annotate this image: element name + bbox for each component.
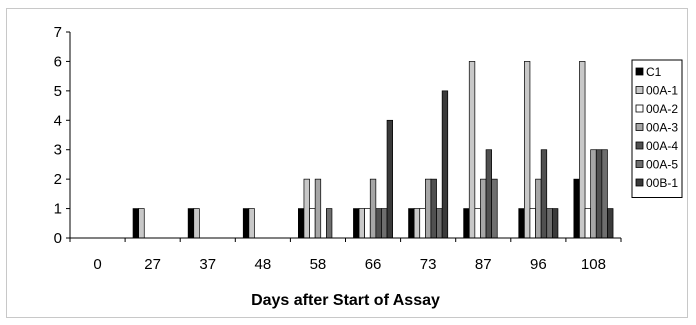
bar-00a-2-58 <box>309 208 316 239</box>
y-tick-label: 0 <box>54 230 62 247</box>
bar-00a-5-58 <box>326 208 333 239</box>
y-tick-label: 7 <box>54 24 62 41</box>
bar-00b-1-73 <box>441 90 449 239</box>
y-tick-label: 1 <box>54 201 62 218</box>
bar-c1-96 <box>518 208 525 239</box>
bar-c1-108 <box>573 178 580 239</box>
legend-label-00a-1: 00A-1 <box>646 84 678 98</box>
legend-swatch-00a-2 <box>635 104 644 113</box>
bar-c1-37 <box>187 208 195 239</box>
bar-00b-1-108 <box>607 208 614 239</box>
bar-00a-1-73 <box>413 208 421 239</box>
bar-c1-48 <box>242 208 250 239</box>
bar-00a-4-66 <box>375 208 382 239</box>
x-tick-label: 96 <box>530 256 547 273</box>
y-tick-label: 2 <box>54 171 62 188</box>
bar-00a-2-108 <box>584 208 591 239</box>
bar-00a-4-73 <box>430 178 437 239</box>
y-tick-label: 6 <box>54 53 62 70</box>
x-tick-label: 58 <box>310 256 327 273</box>
chart-frame <box>6 8 688 318</box>
legend-swatch-00a-4 <box>635 141 644 150</box>
x-tick-label: 37 <box>199 256 216 273</box>
bar-00a-5-73 <box>436 208 443 239</box>
bar-00a-2-73 <box>419 208 426 239</box>
bar-00a-1-48 <box>248 208 255 239</box>
bar-00a-3-66 <box>369 178 377 239</box>
y-tick-label: 4 <box>54 112 62 129</box>
x-axis-ticks: 0 27 37 48 58 66 73 87 96 108 <box>69 238 622 273</box>
x-tick-label: 0 <box>93 256 101 273</box>
legend-swatch-00a-5 <box>635 160 644 168</box>
bar-00a-1-58 <box>303 178 310 239</box>
bar-c1-87 <box>463 208 470 239</box>
y-axis-ticks: 0 1 2 3 4 5 6 7 <box>54 24 70 247</box>
legend: C1 00A-1 00A-2 00A-3 00A-4 00A-5 00B-1 <box>631 59 683 198</box>
bar-00b-1-96 <box>551 208 559 239</box>
bar-c1-73 <box>408 208 415 239</box>
x-tick-label: 73 <box>420 256 437 273</box>
bar-00a-2-87 <box>474 208 481 239</box>
bar-00a-1-66 <box>358 208 365 239</box>
x-tick-label: 27 <box>144 256 161 273</box>
legend-swatch-c1 <box>635 67 644 76</box>
y-tick-label: 5 <box>54 83 62 100</box>
bar-00a-2-66 <box>364 208 371 239</box>
bars-group <box>132 61 614 239</box>
bar-00a-5-66 <box>381 208 388 239</box>
bar-00a-2-96 <box>529 208 536 239</box>
legend-swatch-00a-1 <box>635 86 644 94</box>
legend-label-00a-3: 00A-3 <box>646 121 678 135</box>
legend-label-00b-1: 00B-1 <box>646 176 678 190</box>
bar-00a-5-108 <box>601 149 608 239</box>
bar-00a-1-87 <box>468 61 476 239</box>
bar-00a-3-73 <box>425 178 432 239</box>
bar-c1-66 <box>353 208 360 239</box>
bar-00a-3-108 <box>590 149 597 239</box>
bar-00a-1-37 <box>193 208 200 239</box>
bar-00a-1-96 <box>523 61 531 239</box>
bar-00a-1-108 <box>579 61 586 239</box>
bar-00b-1-66 <box>386 119 393 239</box>
bar-00a-4-96 <box>540 149 548 239</box>
bar-00a-3-58 <box>314 178 322 239</box>
bar-00a-3-96 <box>535 178 542 239</box>
y-tick-label: 3 <box>54 142 62 159</box>
legend-label-00a-4: 00A-4 <box>646 139 678 153</box>
legend-swatch-00b-1 <box>635 178 644 187</box>
legend-label-00a-2: 00A-2 <box>646 102 678 116</box>
legend-swatch-00a-3 <box>635 123 644 131</box>
bar-c1-58 <box>298 208 305 239</box>
bar-00a-5-87 <box>491 178 498 239</box>
bar-c1-27 <box>132 208 140 239</box>
bar-00a-1-27 <box>138 208 145 239</box>
x-tick-label: 66 <box>365 256 382 273</box>
bar-00a-4-87 <box>485 149 492 239</box>
legend-label-c1: C1 <box>646 65 662 79</box>
bar-00a-5-96 <box>546 208 553 239</box>
legend-label-00a-5: 00A-5 <box>646 158 678 172</box>
x-tick-label: 87 <box>475 256 492 273</box>
bar-00a-4-108 <box>595 149 603 239</box>
x-tick-label: 108 <box>581 256 606 273</box>
x-tick-label: 48 <box>255 256 272 273</box>
x-axis-title: Days after Start of Assay <box>251 292 440 309</box>
bar-00a-3-87 <box>480 178 487 239</box>
